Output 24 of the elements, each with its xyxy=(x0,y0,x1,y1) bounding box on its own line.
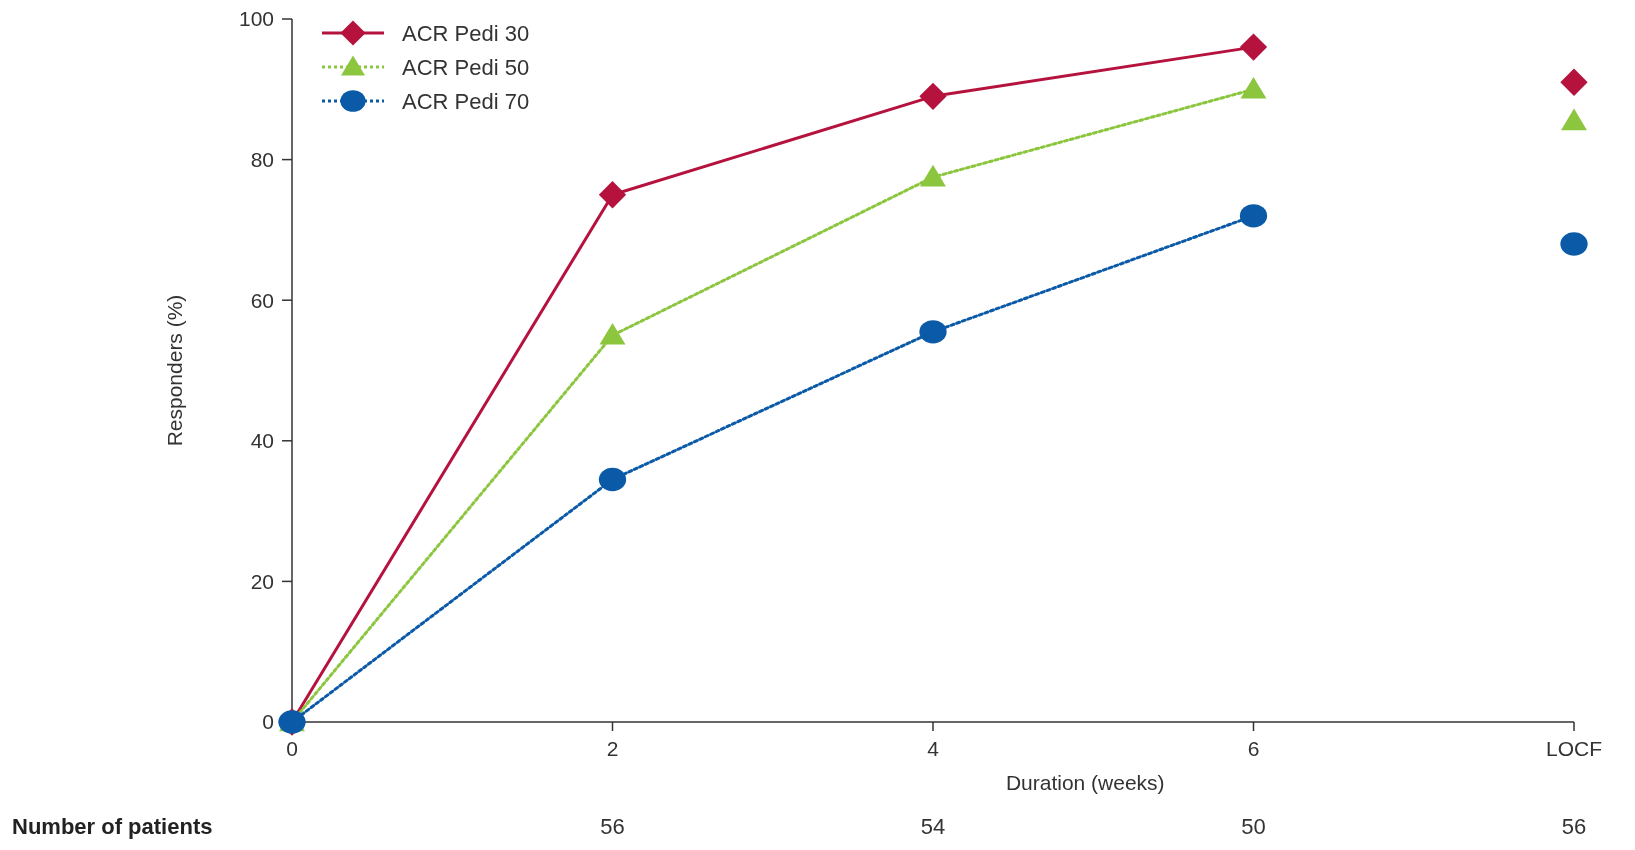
y-tick-label: 40 xyxy=(250,429,274,453)
text: 54 xyxy=(920,814,946,839)
text: Number of patients xyxy=(12,814,213,839)
point xyxy=(1239,33,1268,61)
y-tick-label: 100 xyxy=(238,7,274,31)
text: 56 xyxy=(600,814,625,839)
x-tick-label: 0 xyxy=(286,737,298,760)
x-tick-label: LOCF xyxy=(1545,737,1603,760)
legend-label: ACR Pedi 70 xyxy=(402,88,530,114)
y-tick-label: 60 xyxy=(250,288,274,312)
x-tick-label: 2 xyxy=(606,737,619,760)
y-tick-label: 80 xyxy=(250,147,274,171)
y-axis-title: Responders (%) xyxy=(163,294,186,447)
x-tick-label: 4 xyxy=(927,737,940,760)
point xyxy=(1240,76,1267,99)
text: 56 xyxy=(1561,814,1587,839)
y-tick-label: 0 xyxy=(262,710,274,734)
legend-label: ACR Pedi 30 xyxy=(402,20,530,46)
x-axis-title: Duration (weeks) xyxy=(1005,771,1165,794)
x-tick-label: 6 xyxy=(1247,737,1260,760)
y-tick-label: 20 xyxy=(250,569,274,593)
point xyxy=(1239,204,1268,228)
legend-label: ACR Pedi 50 xyxy=(402,54,530,80)
text: 50 xyxy=(1241,814,1266,839)
